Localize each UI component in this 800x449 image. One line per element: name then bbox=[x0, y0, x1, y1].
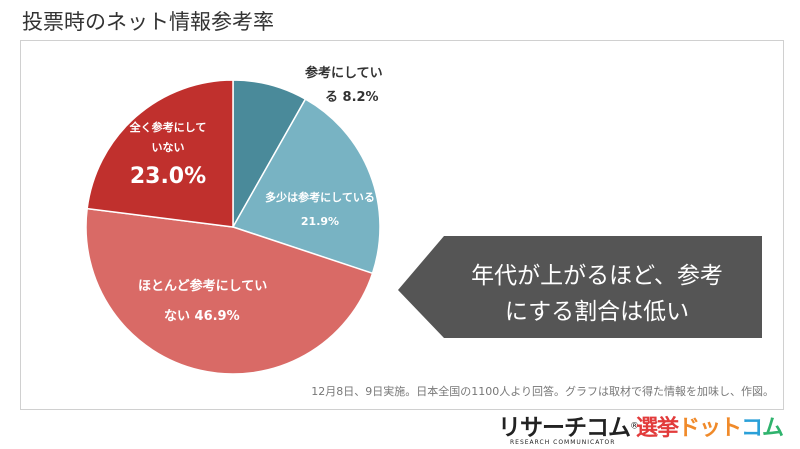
callout-arrow-shape bbox=[398, 236, 762, 338]
slice-1-label: 参考にしてい る 8.2% bbox=[305, 62, 383, 110]
registered-mark: ® bbox=[630, 421, 639, 432]
senkyo-logo-part4: ム bbox=[762, 416, 784, 441]
pie-slice-3 bbox=[85, 207, 374, 375]
research-logo-text: リサーチコム bbox=[498, 415, 631, 441]
slice-1-label-line1: 参考にしてい bbox=[305, 66, 383, 81]
pie-slice-2 bbox=[231, 98, 381, 275]
slice-2-label: 多少は参考にしている 21.9% bbox=[255, 186, 385, 234]
slice-1-label-line2: る 8.2% bbox=[325, 90, 379, 105]
research-logo-subtitle: RESEARCH COMMUNICATOR bbox=[510, 439, 616, 446]
senkyo-logo-part3: コ bbox=[741, 416, 763, 441]
slice-3-label-line1: ほとんど参考にしてい bbox=[138, 279, 268, 294]
chart-title: 投票時のネット情報参考率 bbox=[22, 10, 274, 34]
chart-frame bbox=[20, 40, 784, 410]
slice-3-label: ほとんど参考にしてい ない 46.9% bbox=[138, 272, 267, 332]
callout-text: 年代が上がるほど、参考 にする割合は低い bbox=[432, 258, 762, 330]
slice-4-label-line1: 全く参考にして bbox=[129, 121, 207, 134]
slice-4-label: 全く参考にして いない 23.0% bbox=[108, 118, 228, 192]
slice-2-label-line1: 多少は参考にしている bbox=[265, 191, 375, 204]
slice-4-label-line3: 23.0% bbox=[129, 164, 207, 189]
pie-slice-4 bbox=[86, 79, 234, 228]
senkyo-logo-part2: ドット bbox=[678, 416, 742, 441]
slice-3-label-line2: ない 46.9% bbox=[164, 309, 240, 324]
senkyo-logo-part1: 選挙 bbox=[636, 416, 679, 441]
footnote: 12月8日、9日実施。日本全国の1100人より回答。グラフは取材で得た情報を加味… bbox=[311, 385, 774, 398]
research-communicator-logo: リサーチコム® RESEARCH COMMUNICATOR bbox=[498, 408, 639, 446]
senkyo-dotcom-logo: 選挙ドットコム bbox=[636, 410, 784, 442]
slice-4-label-line2: いない bbox=[151, 141, 185, 154]
callout-line2: にする割合は低い bbox=[504, 299, 690, 325]
callout-line1: 年代が上がるほど、参考 bbox=[471, 263, 723, 289]
slice-2-label-line2: 21.9% bbox=[300, 215, 340, 228]
